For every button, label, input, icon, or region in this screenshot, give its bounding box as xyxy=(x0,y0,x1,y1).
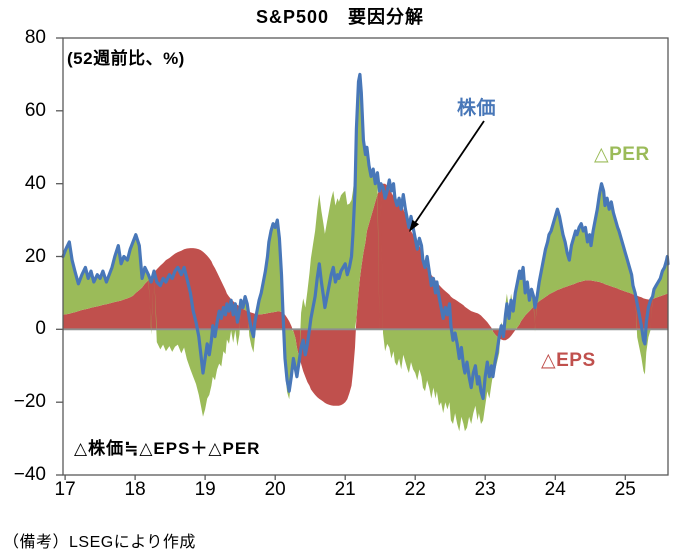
x-tick-label: 21 xyxy=(334,479,356,500)
per-series-label: △PER xyxy=(594,144,650,165)
y-tick-label: 80 xyxy=(24,27,46,48)
x-tick-label: 22 xyxy=(404,479,426,500)
price-annotation-arrowhead xyxy=(409,219,419,232)
footer-note: （備考）LSEGにより作成 xyxy=(3,534,196,551)
y-tick-label: −40 xyxy=(13,464,46,485)
equation-annotation: △株価≒△EPS＋△PER xyxy=(74,439,261,458)
x-tick-label: 17 xyxy=(54,479,76,500)
price-line xyxy=(61,72,670,401)
unit-label: (52週前比、%) xyxy=(67,49,185,68)
x-tick-label: 24 xyxy=(544,479,566,500)
x-tick-label: 23 xyxy=(474,479,496,500)
x-tick-label: 20 xyxy=(264,479,286,500)
y-tick-label: −20 xyxy=(13,391,46,413)
price-annotation-arrow xyxy=(414,120,485,224)
x-tick-label: 19 xyxy=(194,479,216,500)
price-series-label: 株価 xyxy=(457,98,497,119)
eps-area xyxy=(63,183,668,406)
y-tick-label: 20 xyxy=(24,245,46,267)
x-tick-label: 18 xyxy=(124,479,146,500)
y-tick-label: 60 xyxy=(24,99,46,121)
chart-title: S&P500 要因分解 xyxy=(255,7,425,27)
per-area xyxy=(63,74,668,432)
y-tick-label: 40 xyxy=(24,172,46,194)
eps-series-label: △EPS xyxy=(541,350,596,371)
y-tick-label: 0 xyxy=(35,318,46,340)
x-tick-label: 25 xyxy=(614,479,636,500)
